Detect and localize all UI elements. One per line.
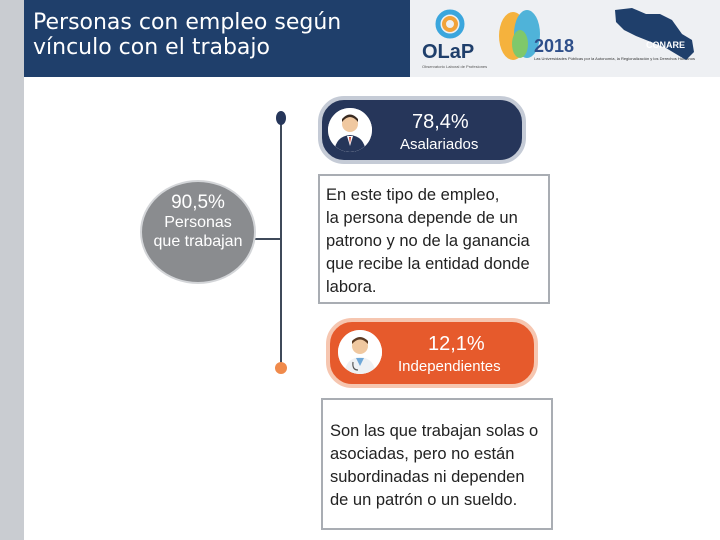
description-line: labora. bbox=[326, 278, 377, 296]
asalariados-percent: 78,4% bbox=[412, 111, 469, 133]
olap-logo: OLaP Observatorio Laboral de Profesiones bbox=[422, 9, 487, 69]
total-workers-circle: 90,5% Personas que trabajan bbox=[140, 180, 256, 284]
total-percent: 90,5% bbox=[171, 192, 225, 213]
title-line-2: vínculo con el trabajo bbox=[33, 35, 270, 60]
description-line: asociadas, pero no están bbox=[330, 445, 515, 463]
description-line: de un patrón o un sueldo. bbox=[330, 491, 518, 509]
independientes-percent: 12,1% bbox=[428, 333, 485, 355]
page-title: Personas con empleo según vínculo con el… bbox=[24, 0, 410, 77]
businessman-icon bbox=[328, 108, 372, 152]
description-line: la persona depende de un bbox=[326, 209, 518, 227]
year-subtitle: Las Universidades Públicas por la Autono… bbox=[534, 56, 695, 61]
left-side-bar bbox=[0, 0, 24, 540]
total-label-line-1: Personas bbox=[164, 214, 232, 231]
header-banner: OLaP Observatorio Laboral de Profesiones… bbox=[410, 0, 720, 77]
independientes-label: Independientes bbox=[398, 358, 501, 375]
description-line: subordinadas ni dependen bbox=[330, 468, 525, 486]
conare-logo-text: CONARE bbox=[646, 40, 685, 50]
olap-logo-text: OLaP bbox=[422, 41, 474, 63]
asalariados-badge: 78,4% Asalariados bbox=[318, 96, 526, 164]
timeline-branch bbox=[255, 238, 281, 240]
description-line: que recibe la entidad donde bbox=[326, 255, 530, 273]
independientes-description: Son las que trabajan solas o asociadas, … bbox=[321, 398, 553, 530]
independientes-badge: 12,1% Independientes bbox=[326, 318, 538, 388]
description-line: patrono y no de la ganancia bbox=[326, 232, 530, 250]
timeline-line bbox=[280, 118, 282, 368]
doctor-icon bbox=[338, 330, 382, 374]
title-line-1: Personas con empleo según bbox=[33, 10, 342, 35]
description-line: En este tipo de empleo, bbox=[326, 186, 500, 204]
olap-logo-subtitle: Observatorio Laboral de Profesiones bbox=[422, 64, 487, 69]
year-label: 2018 bbox=[534, 36, 574, 56]
heads-graphic-icon bbox=[499, 10, 540, 60]
description-line: Son las que trabajan solas o bbox=[330, 422, 539, 440]
costa-rica-map-icon bbox=[615, 8, 694, 60]
timeline-dot-top bbox=[276, 111, 286, 125]
asalariados-label: Asalariados bbox=[400, 136, 479, 153]
timeline-dot-bottom bbox=[275, 362, 287, 374]
asalariados-description: En este tipo de empleo, la persona depen… bbox=[318, 174, 550, 304]
total-label-line-2: que trabajan bbox=[153, 233, 243, 250]
